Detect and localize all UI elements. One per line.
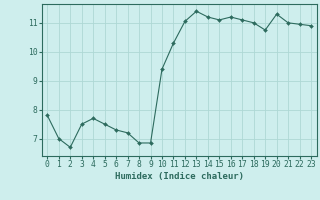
X-axis label: Humidex (Indice chaleur): Humidex (Indice chaleur) xyxy=(115,172,244,181)
